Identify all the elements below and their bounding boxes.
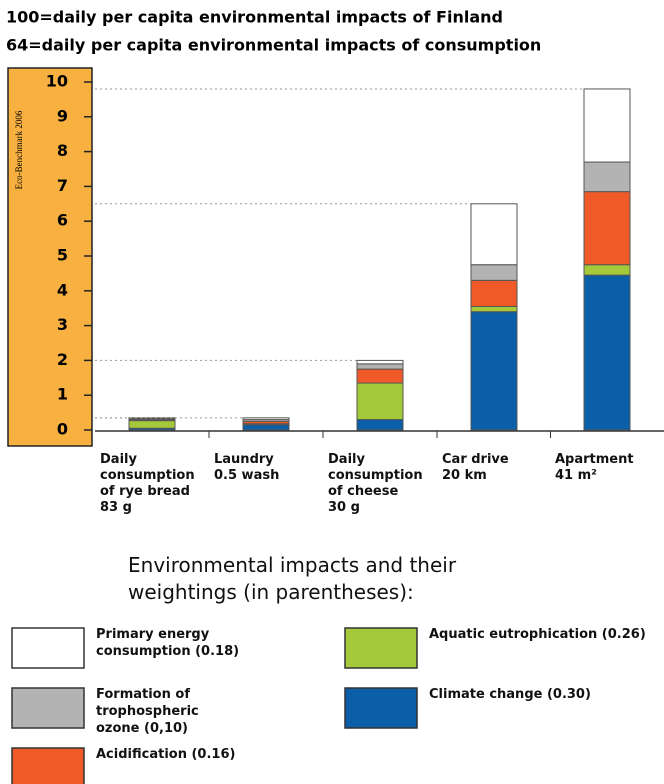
bar-segment [356, 382, 404, 421]
legend-title: Environmental impacts and their weightin… [128, 553, 457, 604]
bar-segment [356, 368, 404, 384]
y-tick-label: 7 [57, 176, 68, 195]
y-tick-label: 5 [57, 246, 68, 265]
x-tick-label: Laundry 0.5 wash [214, 452, 280, 483]
legend-label: Acidification (0.16) [96, 747, 236, 762]
bar-segment [242, 417, 290, 421]
bar-segment [470, 279, 518, 307]
bar-segment [470, 264, 518, 281]
legend-label: Primary energy consumption (0.18) [96, 627, 240, 659]
y-tick-label: 8 [57, 141, 68, 160]
y-tick-label: 2 [57, 350, 68, 369]
legend-swatch [344, 687, 418, 729]
bar-segment [356, 359, 404, 365]
axis-label: Eco-Benchmark 2006 [14, 110, 24, 189]
y-tick-label: 6 [57, 211, 68, 230]
y-tick-label: 1 [57, 385, 68, 404]
legend-swatch [11, 687, 85, 729]
bar-segment [128, 420, 176, 429]
bar-segment [470, 305, 518, 313]
y-tick-label: 3 [57, 315, 68, 334]
bar-segment [470, 203, 518, 266]
y-tick-label: 0 [57, 420, 68, 439]
y-tick-label: 4 [57, 280, 68, 299]
y-tick-label: 10 [46, 72, 68, 91]
legend-swatch [11, 627, 85, 669]
bar-segment [470, 311, 518, 431]
legend-label: Climate change (0.30) [429, 687, 591, 702]
x-tick-label: Daily consumption of rye bread 83 g [100, 452, 195, 515]
chart-subtitle: 64=daily per capita environmental impact… [6, 36, 541, 55]
bar-segment [356, 363, 404, 370]
bar-segment [583, 88, 631, 163]
bar-segment [583, 264, 631, 276]
bar-segment [583, 191, 631, 266]
bar-segment [356, 419, 404, 431]
legend-label: Formation of trophospheric ozone (0,10) [96, 687, 199, 736]
bar-segment [583, 161, 631, 193]
legend-label: Aquatic eutrophication (0.26) [429, 627, 646, 642]
bar-segment [242, 424, 290, 431]
legend-swatch [11, 747, 85, 784]
x-tick-label: Car drive 20 km [442, 452, 509, 483]
x-tick-label: Daily consumption of cheese 30 g [328, 452, 423, 515]
legend-swatch [344, 627, 418, 669]
chart-title: 100=daily per capita environmental impac… [6, 8, 503, 27]
axis-panel [7, 67, 93, 447]
x-tick-label: Apartment 41 m² [555, 452, 634, 483]
bar-segment [583, 274, 631, 431]
y-tick-label: 9 [57, 106, 68, 125]
